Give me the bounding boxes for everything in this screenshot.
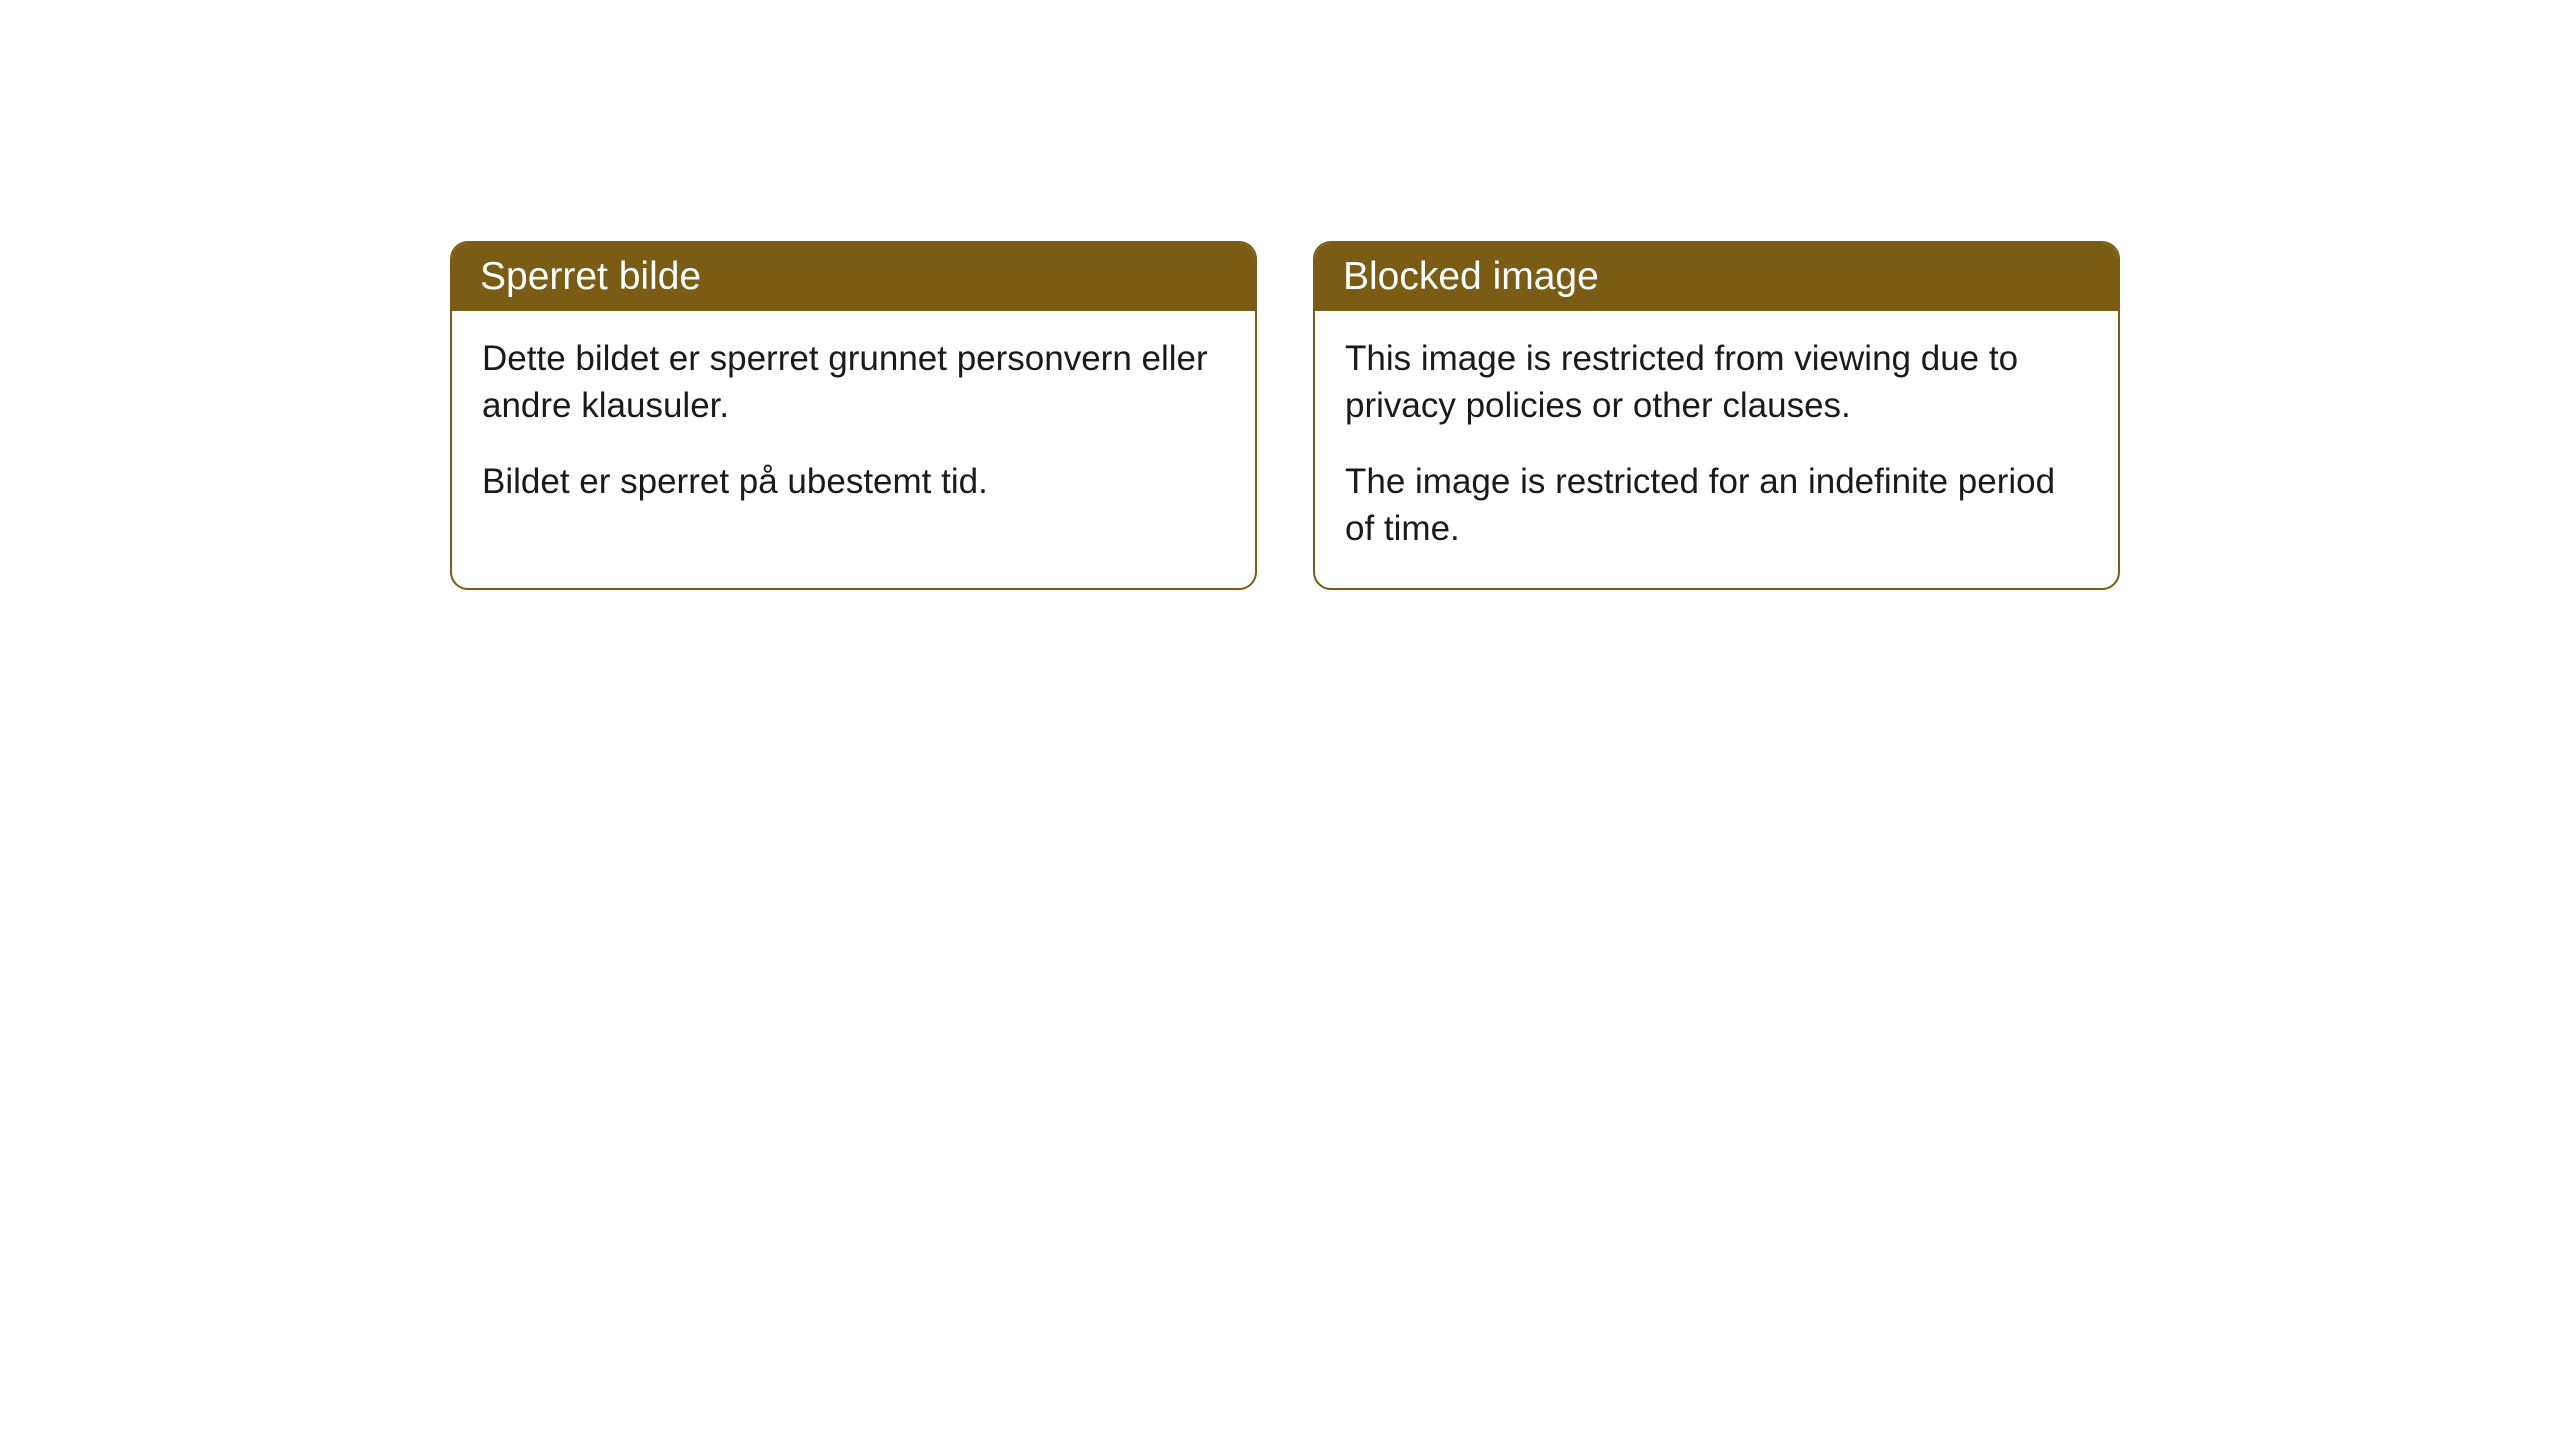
notice-title: Sperret bilde xyxy=(452,243,1255,311)
notice-container: Sperret bilde Dette bildet er sperret gr… xyxy=(0,0,2560,590)
notice-body: Dette bildet er sperret grunnet personve… xyxy=(452,311,1255,541)
notice-paragraph: Dette bildet er sperret grunnet personve… xyxy=(482,335,1225,430)
notice-title: Blocked image xyxy=(1315,243,2118,311)
notice-paragraph: Bildet er sperret på ubestemt tid. xyxy=(482,458,1225,505)
notice-body: This image is restricted from viewing du… xyxy=(1315,311,2118,588)
notice-paragraph: This image is restricted from viewing du… xyxy=(1345,335,2088,430)
notice-card-norwegian: Sperret bilde Dette bildet er sperret gr… xyxy=(450,241,1257,590)
notice-paragraph: The image is restricted for an indefinit… xyxy=(1345,458,2088,553)
notice-card-english: Blocked image This image is restricted f… xyxy=(1313,241,2120,590)
